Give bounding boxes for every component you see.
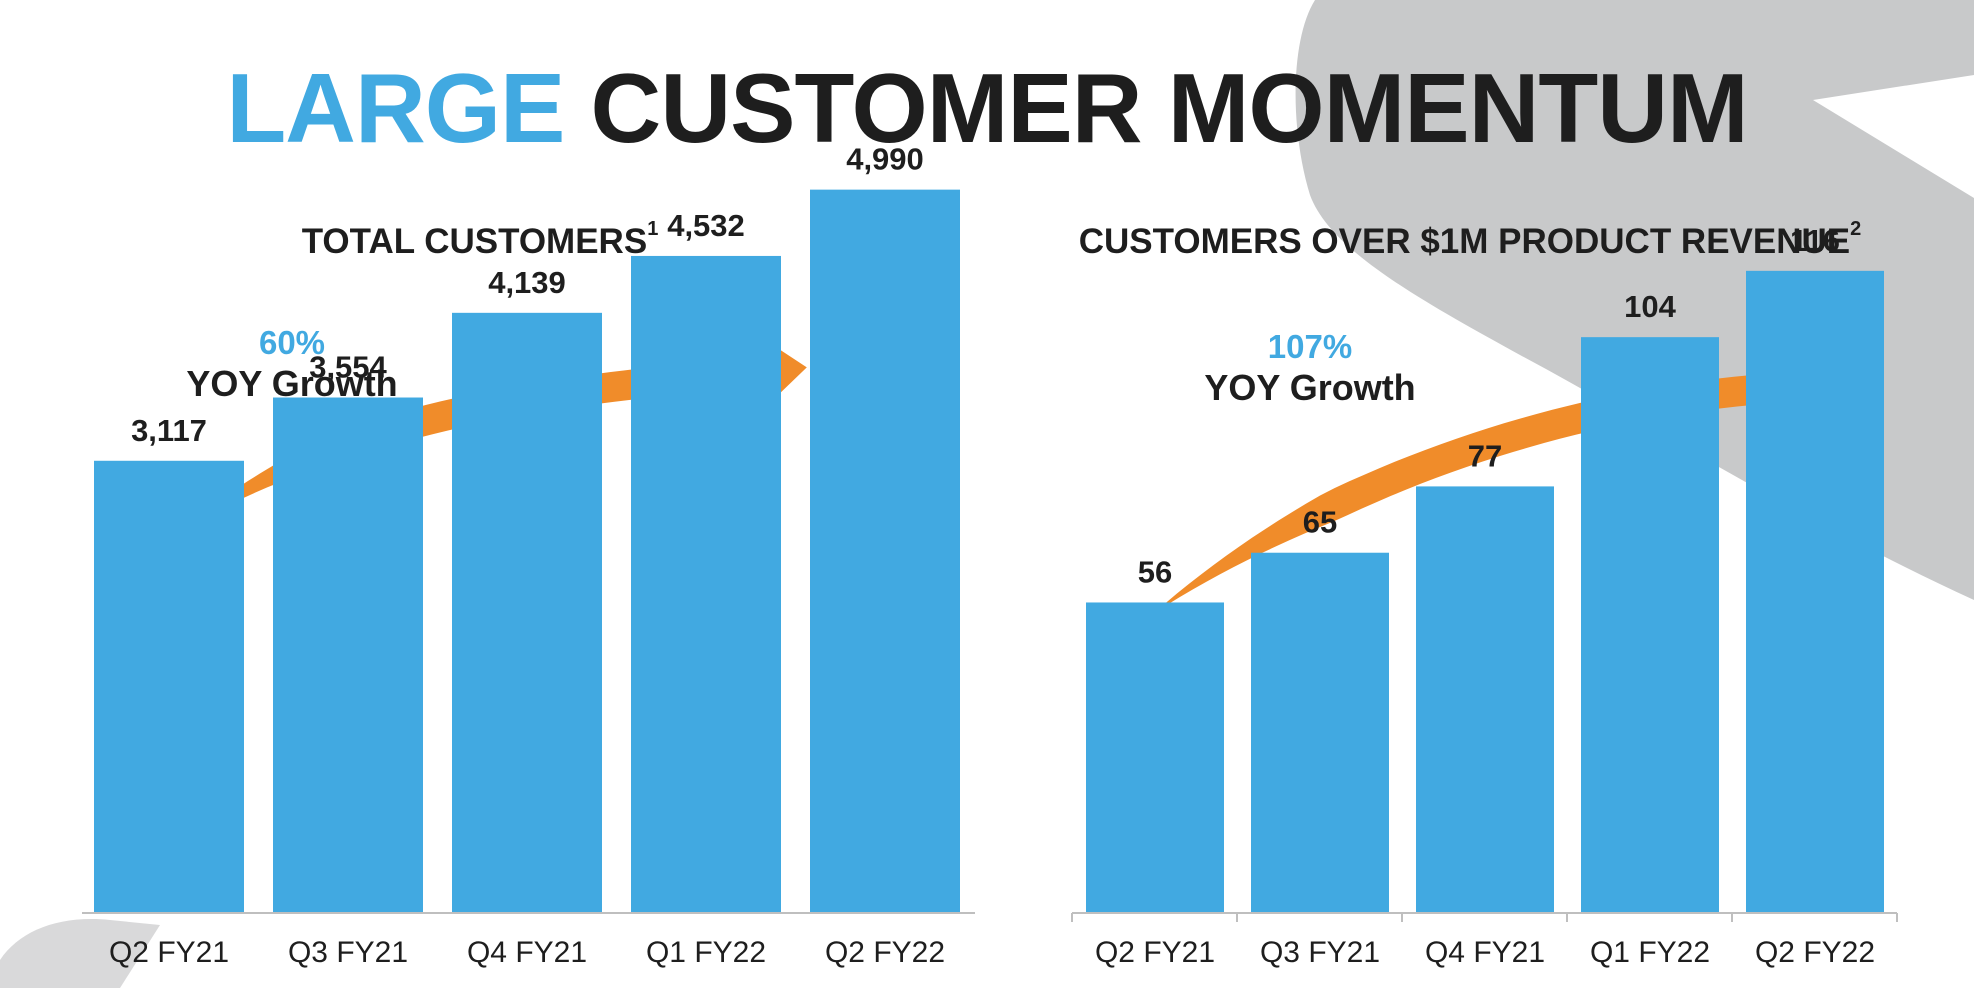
chart2-category-label-4: Q1 FY22 — [1590, 936, 1710, 969]
chart1-value-label-4: 4,532 — [667, 208, 745, 243]
page-title: LARGE CUSTOMER MOMENTUM — [0, 52, 1974, 165]
chart1-value-label-2: 3,554 — [309, 350, 387, 385]
chart2-bar-4 — [1581, 337, 1719, 912]
chart1-value-label-5: 4,990 — [846, 142, 924, 177]
chart1-bar-4 — [631, 255, 781, 913]
chart1-category-label-3: Q4 FY21 — [467, 936, 587, 969]
chart2-bar-2 — [1251, 552, 1389, 912]
chart1-value-label-1: 3,117 — [131, 413, 207, 448]
gray-corner-shape — [0, 919, 160, 988]
chart1-value-label-3: 4,139 — [488, 265, 566, 300]
chart2-bar-1 — [1086, 602, 1224, 912]
chart2-category-label-3: Q4 FY21 — [1425, 936, 1545, 969]
chart1-growth-percent: 60% — [259, 324, 325, 361]
chart2-value-label-1: 56 — [1138, 554, 1172, 589]
chart2-title: CUSTOMERS OVER $1M PRODUCT REVENUE2 — [1040, 218, 1900, 262]
chart2-title-text: CUSTOMERS OVER $1M PRODUCT REVENUE — [1078, 222, 1851, 261]
chart1-title: TOTAL CUSTOMERS1 — [250, 218, 710, 262]
chart1-category-label-2: Q3 FY21 — [288, 936, 408, 969]
chart2-growth-percent: 107% — [1268, 328, 1352, 365]
chart2-value-label-4: 104 — [1624, 289, 1676, 324]
chart1-footnote: 1 — [647, 218, 659, 240]
chart2-growth-label: YOY Growth — [1204, 367, 1415, 408]
chart2-value-label-5: 116 — [1790, 223, 1840, 258]
chart1-category-label-1: Q2 FY21 — [109, 936, 229, 969]
chart2-value-label-2: 65 — [1303, 505, 1337, 540]
chart2-category-label-2: Q3 FY21 — [1260, 936, 1380, 969]
chart1-bar-1 — [94, 460, 244, 912]
chart1-bar-3 — [452, 312, 602, 913]
title-accent: LARGE — [226, 53, 565, 163]
chart1-category-label-4: Q1 FY22 — [646, 936, 766, 969]
chart2-footnote: 2 — [1850, 218, 1862, 240]
chart1-bar-2 — [273, 397, 423, 912]
chart2-category-label-1: Q2 FY21 — [1095, 936, 1215, 969]
chart1-title-text: TOTAL CUSTOMERS — [301, 222, 648, 261]
chart1-growth-label: YOY Growth — [186, 363, 397, 404]
title-rest: CUSTOMER MOMENTUM — [590, 53, 1749, 163]
chart1-category-label-5: Q2 FY22 — [825, 936, 945, 969]
chart2-value-label-3: 77 — [1468, 438, 1502, 473]
chart2-bar-5 — [1746, 270, 1884, 912]
chart1-bar-5 — [810, 189, 960, 913]
chart2-category-label-5: Q2 FY22 — [1755, 936, 1875, 969]
chart2-bar-3 — [1416, 486, 1554, 912]
